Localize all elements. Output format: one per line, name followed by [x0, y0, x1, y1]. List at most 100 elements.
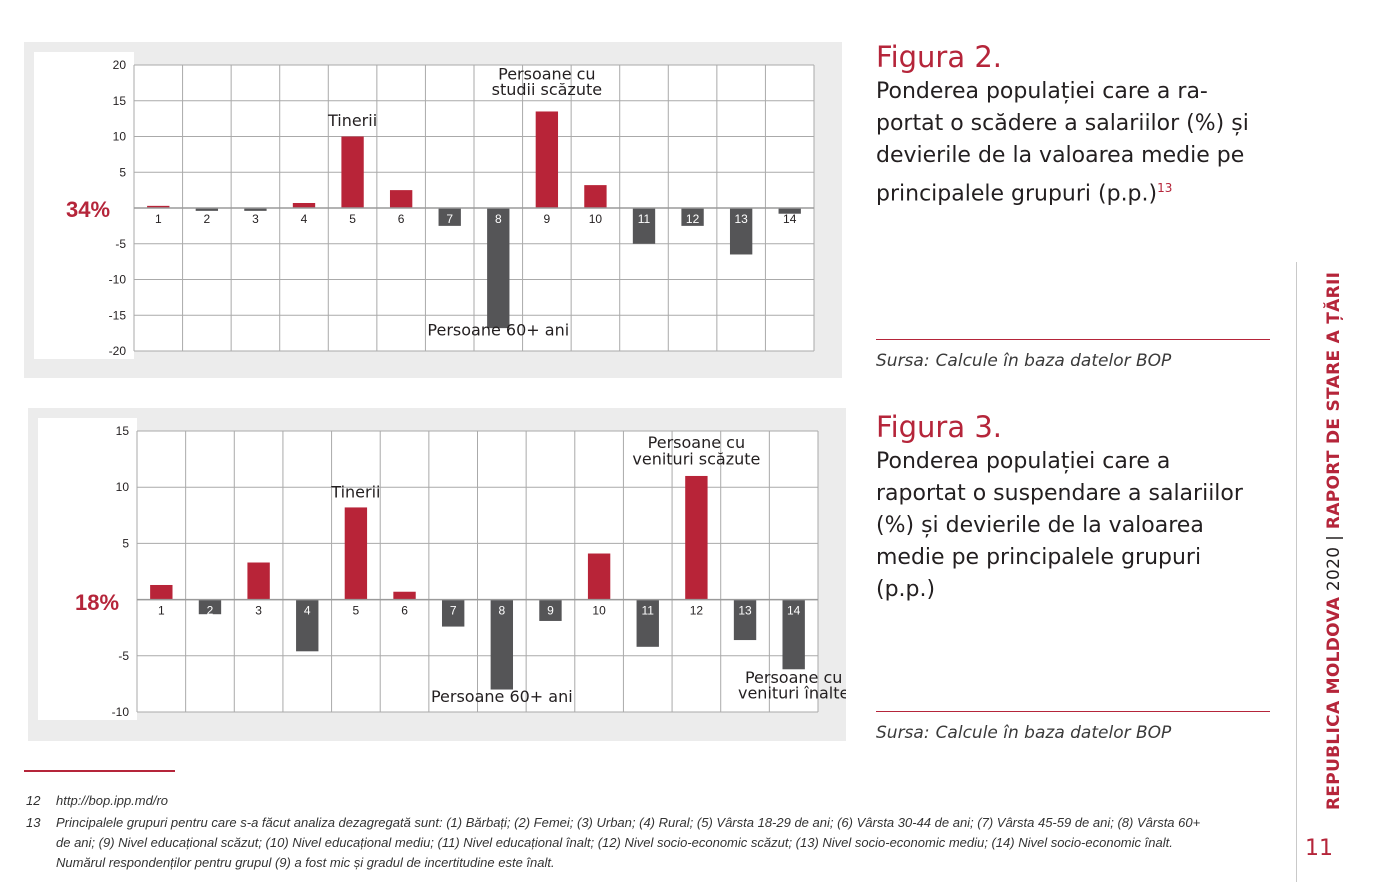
report-side-title: REPUBLICA MOLDOVA 2020 | RAPORT DE STARE… [1324, 272, 1344, 810]
chart-annotation: venituri scăzute [632, 450, 760, 469]
figure3-source-rule [876, 711, 1270, 712]
figure2-caption-line: devierile de la valoarea medie pe [876, 143, 1245, 168]
category-label: 8 [495, 212, 502, 226]
bar [150, 584, 173, 600]
category-label: 13 [734, 212, 748, 226]
figure3-title: Figura 3. [876, 410, 1002, 444]
figure2-source-rule [876, 339, 1270, 340]
category-label: 13 [738, 604, 752, 618]
category-label: 12 [690, 604, 704, 618]
figure2-caption-line: portat o scădere a salariilor (%) și [876, 111, 1249, 136]
bar [587, 553, 611, 600]
figure3-caption-line: raportat o suspendare a salariilor [876, 481, 1243, 506]
bar [584, 185, 607, 208]
figure2-chart-panel: 20 15 10 5 -5 -10 -15 -20 1 2 3 4 5 6 7 8 9 10 11 12 13 14 Tin… [24, 42, 842, 378]
figure3-source-text: Calcule în baza datelor BOP [935, 723, 1172, 743]
category-label: 14 [783, 212, 797, 226]
category-label: 9 [544, 212, 551, 226]
y-tick-label: -20 [109, 344, 127, 358]
figure3-caption-line: (%) și devierile de la valoarea [876, 513, 1204, 538]
chart-annotation: Tinerii [327, 111, 377, 130]
category-label: 7 [446, 212, 453, 226]
figure2-caption: Ponderea populației care a ra- portat o … [876, 76, 1276, 210]
category-label: 2 [207, 604, 214, 618]
figure3-caption-line: Ponderea populației care a [876, 449, 1171, 474]
bar [539, 599, 562, 621]
bar [441, 599, 465, 627]
bar [296, 599, 319, 652]
category-label: 5 [349, 212, 356, 226]
y-tick-label: -10 [112, 705, 130, 719]
footnote-text: Principalele grupuri pentru care s-a făc… [56, 813, 1276, 873]
category-label: 6 [401, 604, 408, 618]
category-label: 1 [158, 604, 165, 618]
bar [681, 208, 704, 226]
figure2-caption-line: principalele grupuri (p.p.)13 [876, 172, 1276, 210]
chart-annotation: Persoane cu [498, 64, 595, 83]
bar [636, 599, 659, 647]
chart-annotation: Persoane cu [648, 433, 745, 452]
y-tick-label: 20 [113, 58, 127, 72]
category-label: 9 [547, 604, 554, 618]
category-label: 3 [252, 212, 259, 226]
figure3-caption-line: (p.p.) [876, 577, 936, 602]
category-label: 5 [353, 604, 360, 618]
category-label: 14 [787, 604, 801, 618]
category-label: 12 [686, 212, 700, 226]
y-tick-label: -5 [115, 237, 126, 251]
footnote-link[interactable]: http://bop.ipp.md/ro [56, 793, 169, 808]
category-label: 11 [638, 212, 651, 226]
y-tick-label: -10 [109, 273, 127, 287]
axis-area [34, 52, 134, 359]
bar [198, 599, 222, 615]
figure2-source: Sursa: Calcule în baza datelor BOP [876, 351, 1171, 371]
figure2-source-text: Calcule în baza datelor BOP [935, 351, 1172, 371]
category-label: 10 [592, 604, 606, 618]
bar [244, 208, 267, 211]
footnote-number: 12 [26, 793, 41, 808]
y-tick-label: -15 [109, 308, 127, 322]
y-tick-label: 10 [116, 480, 130, 494]
chart-annotation: Persoane cu [745, 668, 842, 687]
bar [778, 208, 801, 214]
side-divider [1296, 262, 1297, 882]
category-label: 7 [450, 604, 457, 618]
figure2-baseline-label: 34% [66, 197, 111, 222]
bar [292, 202, 316, 208]
footnote-line: Numărul respondenților pentru grupul (9)… [56, 855, 555, 870]
figure3-source: Sursa: Calcule în baza datelor BOP [876, 723, 1171, 743]
bar [535, 111, 559, 208]
bar [782, 599, 805, 670]
figure3-baseline-label: 18% [75, 590, 120, 615]
footnote-number: 13 [26, 815, 41, 830]
chart-annotation: Persoane 60+ ani [431, 687, 573, 706]
figure2-caption-line: Ponderea populației care a ra- [876, 79, 1208, 104]
bar [389, 190, 413, 208]
figure3-source-label: Sursa: [876, 723, 930, 743]
figure2-title: Figura 2. [876, 40, 1002, 74]
bar [685, 475, 708, 600]
y-tick-label: 5 [119, 165, 126, 179]
figure2-caption-line-text: principalele grupuri (p.p.) [876, 181, 1158, 207]
chart-annotation: Tinerii [330, 482, 380, 501]
bar [632, 208, 656, 244]
side-title-separator: | [1324, 534, 1344, 541]
figure3-caption: Ponderea populației care a raportat o su… [876, 446, 1276, 606]
y-tick-label: 5 [122, 536, 129, 550]
page-number: 11 [1305, 836, 1333, 861]
side-title-country: REPUBLICA MOLDOVA [1324, 596, 1344, 810]
bar [490, 599, 514, 690]
bar [733, 599, 757, 641]
bar [438, 208, 461, 226]
footnote-ref-13[interactable]: 13 [1157, 181, 1173, 195]
category-label: 6 [398, 212, 405, 226]
category-label: 4 [304, 604, 311, 618]
footnote-divider [24, 770, 175, 772]
bar [247, 562, 270, 600]
side-title-report: RAPORT DE STARE A ȚĂRII [1324, 271, 1344, 530]
y-tick-label: 10 [113, 130, 127, 144]
bar [195, 208, 219, 211]
y-tick-label: 15 [116, 424, 130, 438]
